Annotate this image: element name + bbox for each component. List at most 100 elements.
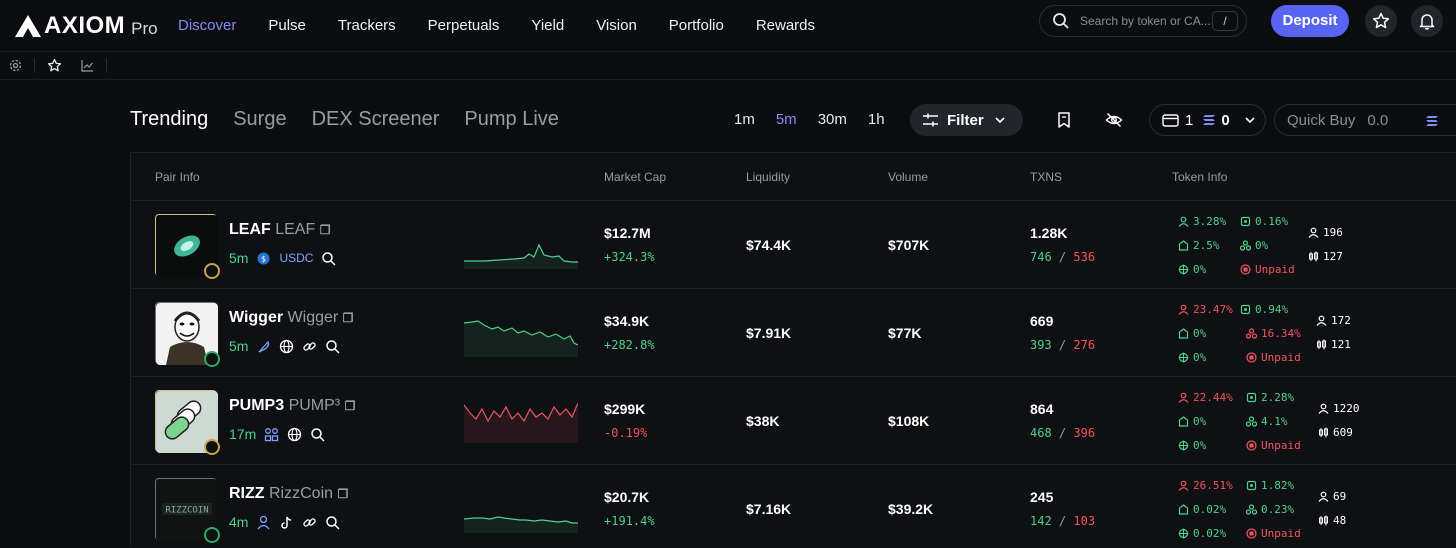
filter-button[interactable]: Filter xyxy=(910,104,1023,136)
token-avatar[interactable] xyxy=(155,214,220,279)
chevron-down-icon xyxy=(1245,117,1255,124)
nav-portfolio[interactable]: Portfolio xyxy=(668,17,724,34)
token-name[interactable]: PUMP3 PUMP³ ❐ xyxy=(229,397,355,415)
txns-total: 669 xyxy=(1030,313,1054,329)
notifications-button[interactable] xyxy=(1411,5,1443,37)
col-volume[interactable]: Volume xyxy=(888,170,929,184)
star-icon[interactable] xyxy=(47,58,62,73)
holders: 172 xyxy=(1316,314,1351,327)
snipers-value: 0% xyxy=(1193,415,1207,428)
copy-icon[interactable]: ❐ xyxy=(337,487,349,501)
dex-paid-status: Unpaid xyxy=(1240,263,1295,276)
link-icon[interactable] xyxy=(302,339,317,354)
token-avatar[interactable] xyxy=(155,302,220,367)
tab-trending[interactable]: Trending xyxy=(130,108,209,130)
col-market-cap[interactable]: Market Cap xyxy=(604,170,667,184)
sliders-icon xyxy=(923,113,938,126)
col-pair-info[interactable]: Pair Info xyxy=(155,170,200,184)
tab-dex-screener[interactable]: DEX Screener xyxy=(311,108,440,130)
timeframe-1m[interactable]: 1m xyxy=(734,111,755,128)
token-avatar[interactable] xyxy=(155,390,220,455)
token-meta: 17m xyxy=(229,426,333,442)
dex-value: Unpaid xyxy=(1261,527,1301,540)
col-txns[interactable]: TXNS xyxy=(1030,170,1063,184)
quote-token: USDC xyxy=(279,251,314,265)
community-icon[interactable] xyxy=(264,427,279,442)
market-cap: $34.9K xyxy=(604,313,650,329)
divider xyxy=(34,58,35,73)
copy-icon[interactable]: ❐ xyxy=(342,311,354,325)
sells: 276 xyxy=(1073,338,1096,352)
txns-split: 746 / 536 xyxy=(1030,250,1096,264)
dev-holding: 1.82% xyxy=(1246,479,1294,492)
search-icon[interactable] xyxy=(325,339,340,354)
top10-holders: 3.28% xyxy=(1178,215,1226,228)
deposit-button[interactable]: Deposit xyxy=(1271,5,1349,37)
dex-paid-status: Unpaid xyxy=(1246,527,1301,540)
quick-buy-input[interactable]: Quick Buy 0.0 xyxy=(1274,104,1456,136)
dev-value: 0.94% xyxy=(1255,303,1289,316)
bookmark-icon[interactable] xyxy=(1055,111,1073,129)
timeframe-5m[interactable]: 5m xyxy=(775,111,797,128)
token-avatar[interactable]: RIZZCOIN xyxy=(155,478,220,543)
wallet-balance: 0 xyxy=(1221,111,1230,129)
table-row[interactable]: LEAF LEAF ❐ 5m $ USDC $12.7M +324.3% $74… xyxy=(131,201,1456,289)
insiders-value: 0.23% xyxy=(1261,503,1295,516)
brand-suffix: Pro xyxy=(131,18,158,38)
top10-value: 26.51% xyxy=(1193,479,1233,492)
wallet-selector[interactable]: 1 0 xyxy=(1149,104,1266,136)
tab-pump-live[interactable]: Pump Live xyxy=(464,108,559,130)
nav-pulse[interactable]: Pulse xyxy=(268,17,306,34)
search-icon[interactable] xyxy=(325,515,340,530)
globe-icon[interactable] xyxy=(279,339,294,354)
svg-text:$: $ xyxy=(261,254,266,263)
token-symbol: LEAF xyxy=(275,221,316,238)
eye-off-icon[interactable] xyxy=(1105,111,1123,129)
nav-rewards[interactable]: Rewards xyxy=(755,17,816,34)
nav-discover[interactable]: Discover xyxy=(178,17,237,34)
svg-text:RIZZCOIN: RIZZCOIN xyxy=(165,506,208,516)
table-row[interactable]: PUMP3 PUMP³ ❐ 17m $299K -0.19% $38K $108… xyxy=(131,377,1456,465)
token-name[interactable]: LEAF LEAF ❐ xyxy=(229,221,330,239)
token-name[interactable]: RIZZ RizzCoin ❐ xyxy=(229,485,348,503)
globe-icon[interactable] xyxy=(287,427,302,442)
insiders-value: 0% xyxy=(1255,239,1269,252)
txns-total: 1.28K xyxy=(1030,225,1068,241)
chef-icon xyxy=(1240,216,1251,227)
pro-traders-value: 121 xyxy=(1331,338,1351,351)
token-name[interactable]: Wigger Wigger ❐ xyxy=(229,309,353,327)
bundlers-value: 0% xyxy=(1193,263,1207,276)
tiktok-icon[interactable] xyxy=(279,515,294,530)
feather-icon[interactable] xyxy=(256,339,271,354)
holders-value: 1220 xyxy=(1333,402,1360,415)
price-change: -0.19% xyxy=(604,426,648,440)
nav-yield[interactable]: Yield xyxy=(531,17,565,34)
timeframe-30m[interactable]: 30m xyxy=(817,111,847,128)
copy-icon[interactable]: ❐ xyxy=(319,223,331,237)
search-icon[interactable] xyxy=(310,427,325,442)
user-icon[interactable] xyxy=(256,515,271,530)
search-icon[interactable] xyxy=(321,251,336,266)
timeframe-1h[interactable]: 1h xyxy=(867,111,885,128)
nav-vision[interactable]: Vision xyxy=(596,17,637,34)
col-token-info[interactable]: Token Info xyxy=(1172,170,1228,184)
gear-icon[interactable] xyxy=(8,58,23,73)
logo[interactable]: AXIOM Pro xyxy=(14,12,164,40)
group-icon xyxy=(1246,504,1257,515)
watchlist-button[interactable] xyxy=(1365,5,1397,37)
col-liquidity[interactable]: Liquidity xyxy=(746,170,791,184)
link-icon[interactable] xyxy=(302,515,317,530)
user-icon xyxy=(1178,480,1189,491)
tab-surge[interactable]: Surge xyxy=(233,108,287,130)
table-row[interactable]: RIZZCOIN RIZZ RizzCoin ❐ 4m $20.7K +191.… xyxy=(131,465,1456,548)
target-icon xyxy=(1178,440,1189,451)
chart-icon[interactable] xyxy=(80,58,95,73)
nav-perpetuals[interactable]: Perpetuals xyxy=(427,17,500,34)
snipers: 2.5% xyxy=(1178,239,1220,252)
nav-trackers[interactable]: Trackers xyxy=(337,17,396,34)
table-row[interactable]: Wigger Wigger ❐ 5m $34.9K +282.8% $7.91K… xyxy=(131,289,1456,377)
copy-icon[interactable]: ❐ xyxy=(344,399,356,413)
token-age: 17m xyxy=(229,426,257,442)
search-input[interactable]: Search by token or CA... / xyxy=(1039,5,1247,37)
top10-holders: 23.47% xyxy=(1178,303,1233,316)
